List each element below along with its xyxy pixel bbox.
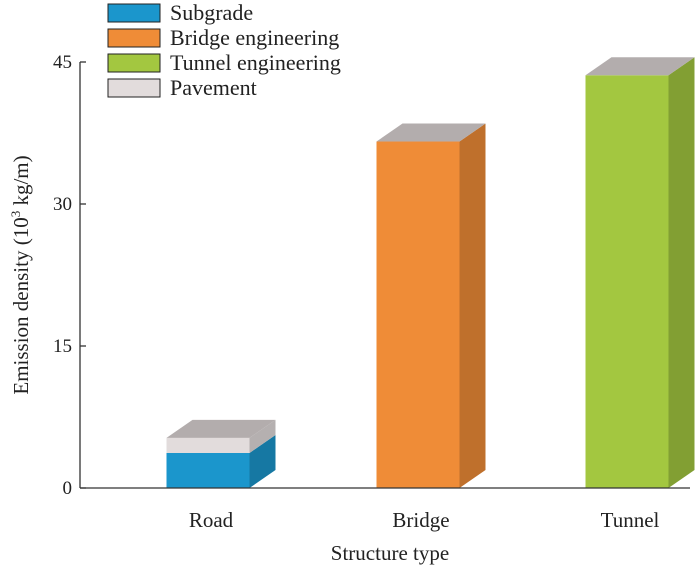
bar-tunnel-tunnel-engineering — [585, 57, 695, 489]
bar-front-face — [166, 452, 250, 488]
legend-label-bridge-engineering: Bridge engineering — [170, 25, 339, 50]
bar-bridge-bridge-engineering — [376, 123, 486, 489]
legend-swatch-subgrade — [107, 3, 161, 23]
x-tick-label-bridge: Bridge — [392, 508, 449, 532]
x-tick-label-road: Road — [189, 508, 234, 532]
y-axis-title-suffix: kg/m) — [9, 155, 33, 210]
bar-front-face — [376, 141, 460, 488]
bar-front-face — [166, 437, 250, 453]
y-tick-label: 15 — [53, 336, 72, 357]
bar-top-face-bridge — [376, 123, 486, 142]
bar-road-pavement — [166, 419, 276, 453]
legend-label-tunnel-engineering: Tunnel engineering — [170, 50, 341, 75]
bar-side-face — [668, 57, 695, 489]
bar-side-face — [459, 123, 486, 489]
bar-top-face-tunnel — [585, 57, 695, 76]
y-axis-title-prefix: Emission density (10 — [9, 217, 33, 394]
bars — [166, 57, 695, 489]
bar-side-face — [249, 419, 276, 453]
y-tick-label: 0 — [63, 478, 73, 499]
x-axis-title: Structure type — [331, 541, 449, 565]
legend-label-pavement: Pavement — [170, 75, 257, 100]
legend-swatch-pavement — [107, 78, 161, 98]
y-axis-title: Emission density (103 kg/m) — [8, 155, 33, 394]
legend-swatch-tunnel-engineering — [107, 53, 161, 73]
bar-top-face-road — [166, 419, 276, 438]
y-tick-label: 45 — [53, 52, 72, 73]
legend-swatch-bridge-engineering — [107, 28, 161, 48]
axes: 0 15 30 45 Road Bridge Tunnel — [53, 52, 690, 532]
x-tick-label-tunnel: Tunnel — [601, 508, 660, 532]
y-tick-label: 30 — [53, 194, 72, 215]
y-axis-title-superscript: 3 — [8, 211, 23, 218]
bar-side-face — [249, 434, 276, 488]
legend-label-subgrade: Subgrade — [170, 0, 253, 25]
bar-road-subgrade — [166, 434, 276, 488]
bar-front-face — [585, 75, 669, 489]
